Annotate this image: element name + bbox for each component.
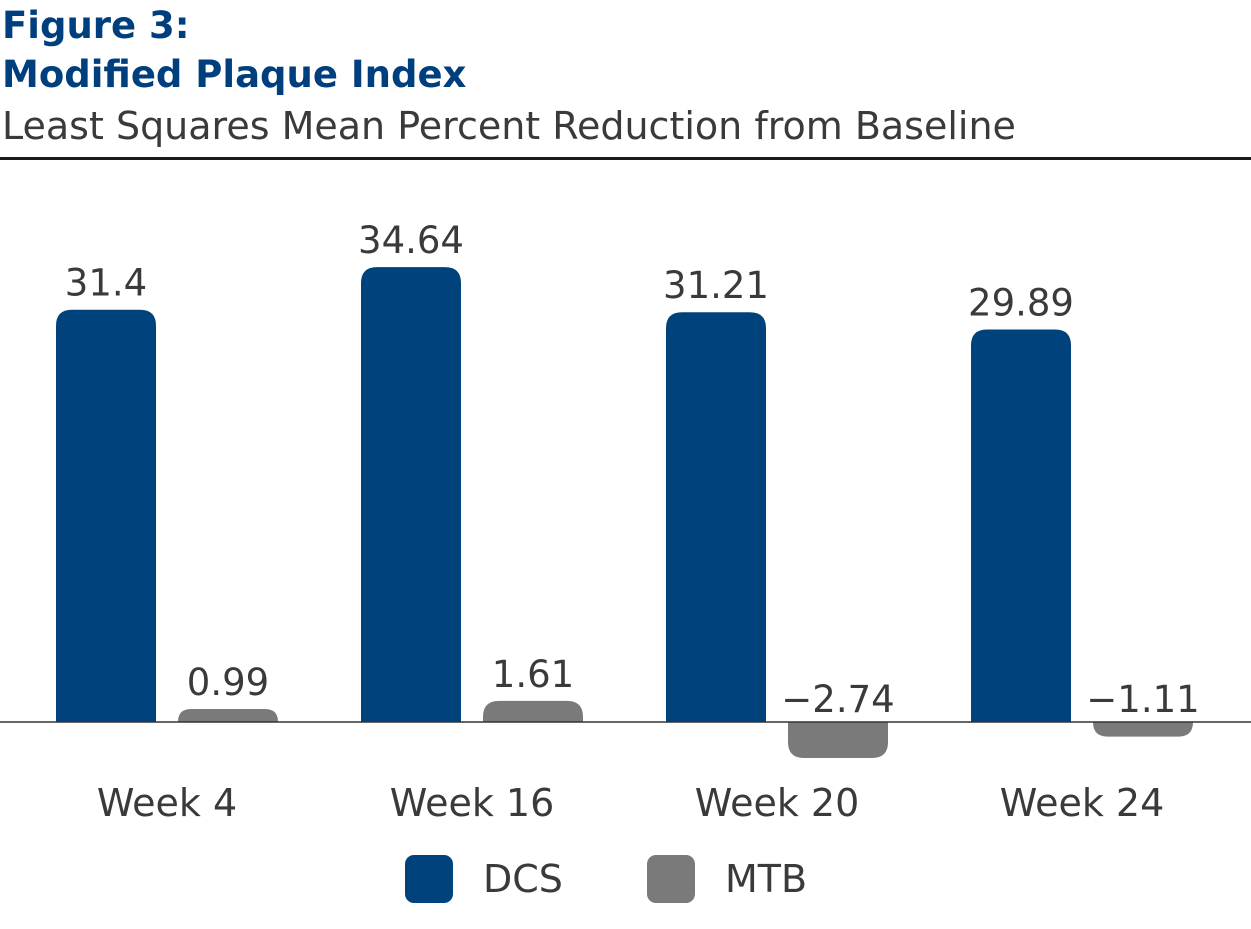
chart-header: Figure 3: Modified Plaque Index Least Sq…	[2, 0, 1250, 152]
bar-dcs-week-4	[56, 309, 156, 722]
legend-swatch-mtb	[647, 855, 695, 903]
bar-dcs-week-20	[666, 312, 766, 722]
category-label-week-24: Week 24	[1000, 781, 1165, 825]
legend-label-dcs: DCS	[483, 857, 563, 901]
data-label-mtb-week-16: 1.61	[492, 653, 574, 696]
header-divider	[0, 157, 1251, 160]
legend-swatch-dcs	[405, 855, 453, 903]
data-label-dcs-week-24: 29.89	[968, 282, 1074, 325]
category-label-week-20: Week 20	[695, 781, 860, 825]
data-label-dcs-week-4: 31.4	[65, 262, 147, 305]
chart-legend: DCS MTB	[0, 853, 1251, 905]
bar-mtb-week-4	[178, 709, 278, 722]
chart-title: Modified Plaque Index	[2, 53, 467, 96]
category-label-week-16: Week 16	[390, 781, 555, 825]
data-label-mtb-week-20: −2.74	[781, 678, 894, 721]
bar-mtb-week-24	[1093, 722, 1193, 737]
legend-item-dcs: DCS	[405, 853, 563, 905]
bar-dcs-week-16	[361, 267, 461, 722]
bar-dcs-week-24	[971, 329, 1071, 722]
data-label-mtb-week-24: −1.11	[1086, 678, 1199, 721]
data-label-mtb-week-4: 0.99	[187, 661, 269, 704]
bar-mtb-week-16	[483, 700, 583, 722]
figure-label: Figure 3:	[2, 4, 190, 47]
legend-item-mtb: MTB	[647, 853, 807, 905]
category-label-week-4: Week 4	[97, 781, 237, 825]
bar-mtb-week-20	[788, 722, 888, 758]
data-label-dcs-week-16: 34.64	[358, 219, 464, 262]
legend-label-mtb: MTB	[725, 857, 808, 901]
chart-subtitle: Least Squares Mean Percent Reduction fro…	[2, 104, 1016, 148]
data-label-dcs-week-20: 31.21	[663, 264, 769, 307]
